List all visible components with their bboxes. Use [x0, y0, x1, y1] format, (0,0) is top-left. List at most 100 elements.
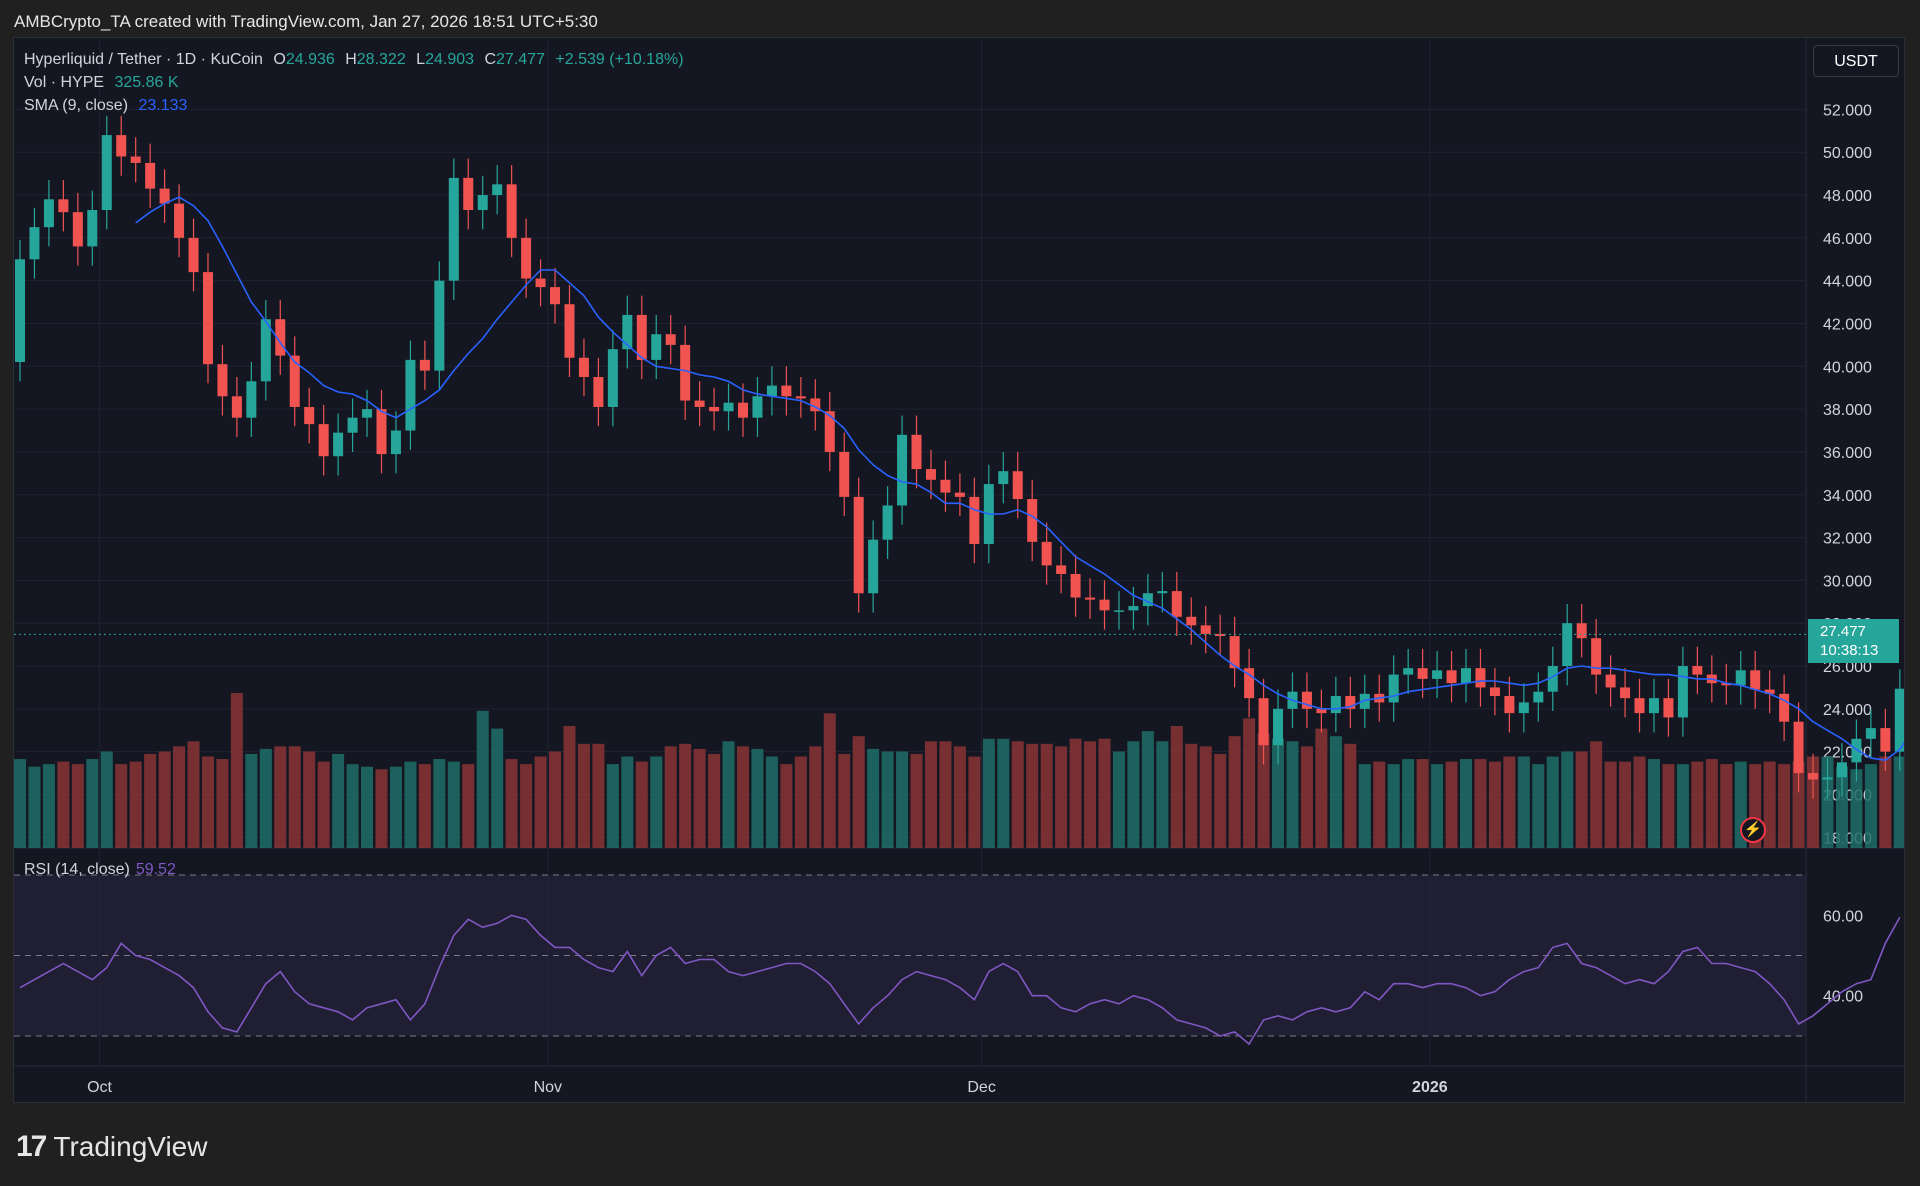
volume-bar	[1272, 738, 1285, 848]
chart-attribution: AMBCrypto_TA created with TradingView.co…	[14, 12, 598, 31]
candle-body	[636, 314, 647, 360]
volume-bar	[173, 746, 186, 848]
candle-body	[752, 396, 763, 418]
symbol-legend: Hyperliquid / Tether · 1D · KuCoin O24.9…	[24, 48, 690, 117]
candle-body	[58, 199, 69, 213]
candle-body	[1099, 599, 1110, 611]
candle-body	[1056, 565, 1067, 574]
volume-bar	[1676, 764, 1689, 848]
rsi-tick-label: 60.00	[1823, 908, 1863, 925]
candle-body	[43, 199, 54, 228]
volume-label[interactable]: Vol · HYPE	[24, 74, 105, 91]
candle-body	[202, 272, 213, 365]
volume-bar	[1243, 718, 1256, 848]
candle-body	[1432, 670, 1443, 679]
volume-bar	[1185, 743, 1198, 848]
lightning-icon[interactable]: ⚡	[1740, 817, 1766, 843]
candle-body	[1258, 698, 1269, 746]
candle-body	[578, 357, 589, 378]
candle-body	[347, 417, 358, 433]
candle-body	[188, 237, 199, 273]
volume-bar	[549, 751, 562, 848]
volume-bar	[1214, 753, 1227, 848]
volume-bar	[520, 764, 533, 848]
volume-bar	[216, 759, 229, 848]
volume-bar	[1315, 728, 1328, 848]
price-tick-label: 34.000	[1823, 488, 1872, 505]
volume-bar	[1329, 736, 1342, 848]
candle-body	[911, 434, 922, 470]
candle-body	[1085, 597, 1096, 600]
candle-body	[1894, 688, 1904, 752]
volume-bar	[1604, 761, 1617, 848]
volume-bar	[1199, 746, 1212, 848]
volume-bar	[57, 761, 70, 848]
sma-value: 23.133	[138, 97, 188, 114]
chart-area[interactable]: 52.000 50.000 48.000 46.000 44.000 42.000 40.0…	[13, 37, 1905, 1103]
candle-body	[1692, 666, 1703, 675]
volume-bar	[259, 748, 272, 848]
currency-button[interactable]: USDT	[1813, 45, 1899, 77]
time-tick-label: Dec	[967, 1079, 995, 1096]
candle-body	[477, 195, 488, 211]
volume-bar	[418, 764, 431, 848]
volume-bar	[144, 753, 157, 848]
volume-bar	[14, 759, 26, 848]
candle-body	[1012, 471, 1023, 500]
volume-bar	[1416, 759, 1429, 848]
volume-bar	[1619, 761, 1632, 848]
candle-body	[1822, 777, 1833, 780]
candle-body	[622, 314, 633, 350]
candle-body	[72, 212, 83, 247]
volume-bar	[1720, 764, 1733, 848]
candle-body	[954, 492, 965, 497]
volume-bar	[389, 766, 402, 848]
tradingview-logo-text: TradingView	[53, 1131, 208, 1162]
volume-bar	[953, 746, 966, 848]
candle-body	[665, 334, 676, 345]
candle-body	[15, 259, 25, 363]
price-tick-label: 32.000	[1823, 531, 1872, 548]
volume-bar	[42, 764, 55, 848]
volume-bar	[1112, 751, 1125, 848]
rsi-line	[19, 914, 1901, 1046]
price-change: +2.539 (+10.18%)	[555, 51, 684, 68]
bar-countdown: 10:38:13	[1820, 642, 1879, 659]
volume-bar	[563, 726, 576, 848]
volume-bar	[1705, 759, 1718, 848]
volume-bar	[28, 766, 41, 848]
candle-body	[781, 385, 792, 397]
volume-bar	[1402, 759, 1415, 848]
candle-body	[1027, 499, 1038, 542]
volume-bar	[939, 741, 952, 848]
volume-bar	[1170, 726, 1183, 848]
candle-body	[1200, 625, 1211, 634]
chart-svg[interactable]: 52.000 50.000 48.000 46.000 44.000 42.000 40.0…	[14, 38, 1904, 1102]
symbol-name[interactable]: Hyperliquid / Tether · 1D · KuCoin	[24, 51, 263, 68]
rsi-value: 59.52	[135, 861, 176, 878]
rsi-label[interactable]: RSI (14, close)	[24, 861, 130, 878]
candle-body	[1851, 738, 1862, 763]
sma-label[interactable]: SMA (9, close)	[24, 97, 129, 114]
volume-bar	[505, 759, 518, 848]
volume-bar	[288, 746, 301, 848]
volume-bar	[476, 710, 489, 848]
price-tick-label: 44.000	[1823, 274, 1872, 291]
candle-body	[376, 409, 387, 455]
candle-body	[1750, 670, 1761, 690]
candle-body	[333, 432, 344, 457]
volume-bar	[1055, 746, 1068, 848]
candle-body	[1388, 674, 1399, 703]
candle-body	[390, 430, 401, 455]
volume-bar	[1286, 741, 1299, 848]
price-tick-label: 30.000	[1823, 573, 1872, 590]
candle-body	[1865, 728, 1876, 739]
volume-bar	[375, 769, 388, 848]
volume-bar	[809, 746, 822, 848]
candle-body	[405, 359, 416, 431]
rsi-tick-label: 40.00	[1823, 989, 1863, 1006]
price-tick-label: 38.000	[1823, 402, 1872, 419]
volume-bar	[187, 741, 200, 848]
candle-body	[1475, 668, 1486, 688]
volume-bar	[1373, 761, 1386, 848]
